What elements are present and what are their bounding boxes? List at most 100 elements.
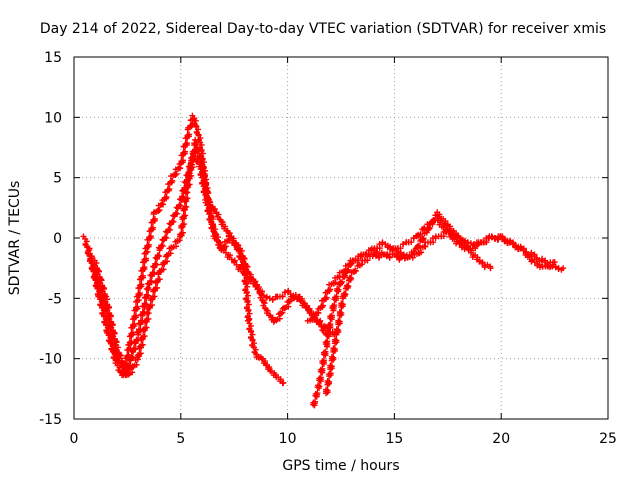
data-point-marker <box>330 345 337 352</box>
data-point-marker <box>163 193 170 200</box>
data-point-marker <box>156 253 163 260</box>
data-point-marker <box>166 185 173 192</box>
data-point-marker <box>352 267 359 274</box>
y-tick-label: 10 <box>44 110 62 126</box>
data-point-marker <box>165 226 172 233</box>
data-point-marker <box>132 312 139 319</box>
data-point-marker <box>179 193 186 200</box>
data-point-marker <box>163 234 170 241</box>
data-point-marker <box>364 257 371 264</box>
data-point-marker <box>184 140 191 147</box>
data-point-marker <box>555 265 562 272</box>
data-series <box>80 112 567 409</box>
data-point-marker <box>143 324 150 331</box>
data-point-marker <box>183 203 190 210</box>
data-point-marker <box>151 293 158 300</box>
data-point-marker <box>148 278 155 285</box>
data-point-marker <box>291 295 298 302</box>
grid <box>74 57 608 419</box>
data-point-marker <box>320 357 327 364</box>
data-point-marker <box>144 309 151 316</box>
data-point-marker <box>148 302 155 309</box>
x-tick-label: 25 <box>599 431 617 447</box>
data-point-marker <box>169 177 176 184</box>
data-point-marker <box>138 281 145 288</box>
data-point-marker <box>312 398 319 405</box>
data-point-marker <box>149 269 156 276</box>
data-point-marker <box>153 261 160 268</box>
data-point-marker <box>154 252 161 259</box>
data-point-marker <box>152 260 159 267</box>
data-point-marker <box>417 231 424 238</box>
data-point-marker <box>345 283 352 290</box>
x-tick-label: 20 <box>492 431 510 447</box>
data-point-marker <box>551 259 558 266</box>
data-point-marker <box>336 309 343 315</box>
data-point-marker <box>166 226 173 233</box>
data-point-marker <box>133 361 140 368</box>
data-point-marker <box>174 210 181 217</box>
data-point-marker <box>154 284 161 291</box>
data-point-marker <box>141 300 148 307</box>
data-point-marker <box>182 212 189 219</box>
x-tick-label: 15 <box>385 431 403 447</box>
data-point-marker <box>464 239 471 246</box>
y-tick-label: 0 <box>53 231 62 247</box>
x-axis-title: GPS time / hours <box>282 458 399 474</box>
data-point-marker <box>342 291 349 298</box>
data-point-marker <box>156 207 163 214</box>
data-point-marker <box>186 131 193 138</box>
data-point-marker <box>147 233 154 240</box>
data-point-marker <box>280 379 287 386</box>
data-point-marker <box>164 258 171 265</box>
data-point-marker <box>176 202 183 209</box>
data-point-marker <box>182 148 189 155</box>
series-trace-3 <box>91 136 338 379</box>
data-point-marker <box>179 229 186 236</box>
data-point-marker <box>279 293 286 300</box>
data-point-marker <box>328 353 335 360</box>
x-tick-label: 5 <box>176 431 185 447</box>
data-point-marker <box>147 277 154 284</box>
data-point-marker <box>269 296 276 303</box>
data-point-marker <box>182 188 189 195</box>
data-point-marker <box>426 225 433 232</box>
y-axis-title: SDTVAR / TECUs <box>7 181 23 296</box>
data-point-marker <box>339 278 346 285</box>
data-point-marker <box>188 172 195 179</box>
data-point-marker <box>317 374 324 381</box>
y-tick-label: -5 <box>48 291 62 307</box>
data-point-marker <box>419 235 426 242</box>
data-point-marker <box>149 224 156 231</box>
data-point-marker <box>328 312 335 319</box>
data-point-marker <box>285 303 292 310</box>
x-tick-label: 10 <box>279 431 297 447</box>
data-point-marker <box>344 282 351 289</box>
data-point-marker <box>145 315 152 322</box>
data-point-marker <box>189 164 196 171</box>
x-tick-label: 0 <box>70 431 79 447</box>
data-point-marker <box>139 272 146 279</box>
data-point-marker <box>180 157 187 164</box>
data-point-marker <box>143 255 150 262</box>
data-point-marker <box>334 285 341 292</box>
data-point-marker <box>129 369 136 376</box>
y-tick-label: 15 <box>44 50 62 66</box>
data-point-marker <box>408 239 415 246</box>
data-point-marker <box>156 276 163 283</box>
data-point-marker <box>431 217 438 224</box>
data-point-marker <box>314 390 321 397</box>
data-point-marker <box>130 345 137 352</box>
data-point-marker <box>348 275 355 282</box>
y-tick-label: -15 <box>39 412 62 428</box>
data-point-marker <box>325 329 332 336</box>
data-point-marker <box>145 241 152 248</box>
data-point-marker <box>319 365 326 372</box>
data-point-marker <box>139 341 146 348</box>
data-point-marker <box>184 195 191 202</box>
data-point-marker <box>141 333 148 340</box>
data-point-marker <box>169 218 176 225</box>
series-trace-6 <box>304 227 558 324</box>
data-point-marker <box>335 317 342 324</box>
